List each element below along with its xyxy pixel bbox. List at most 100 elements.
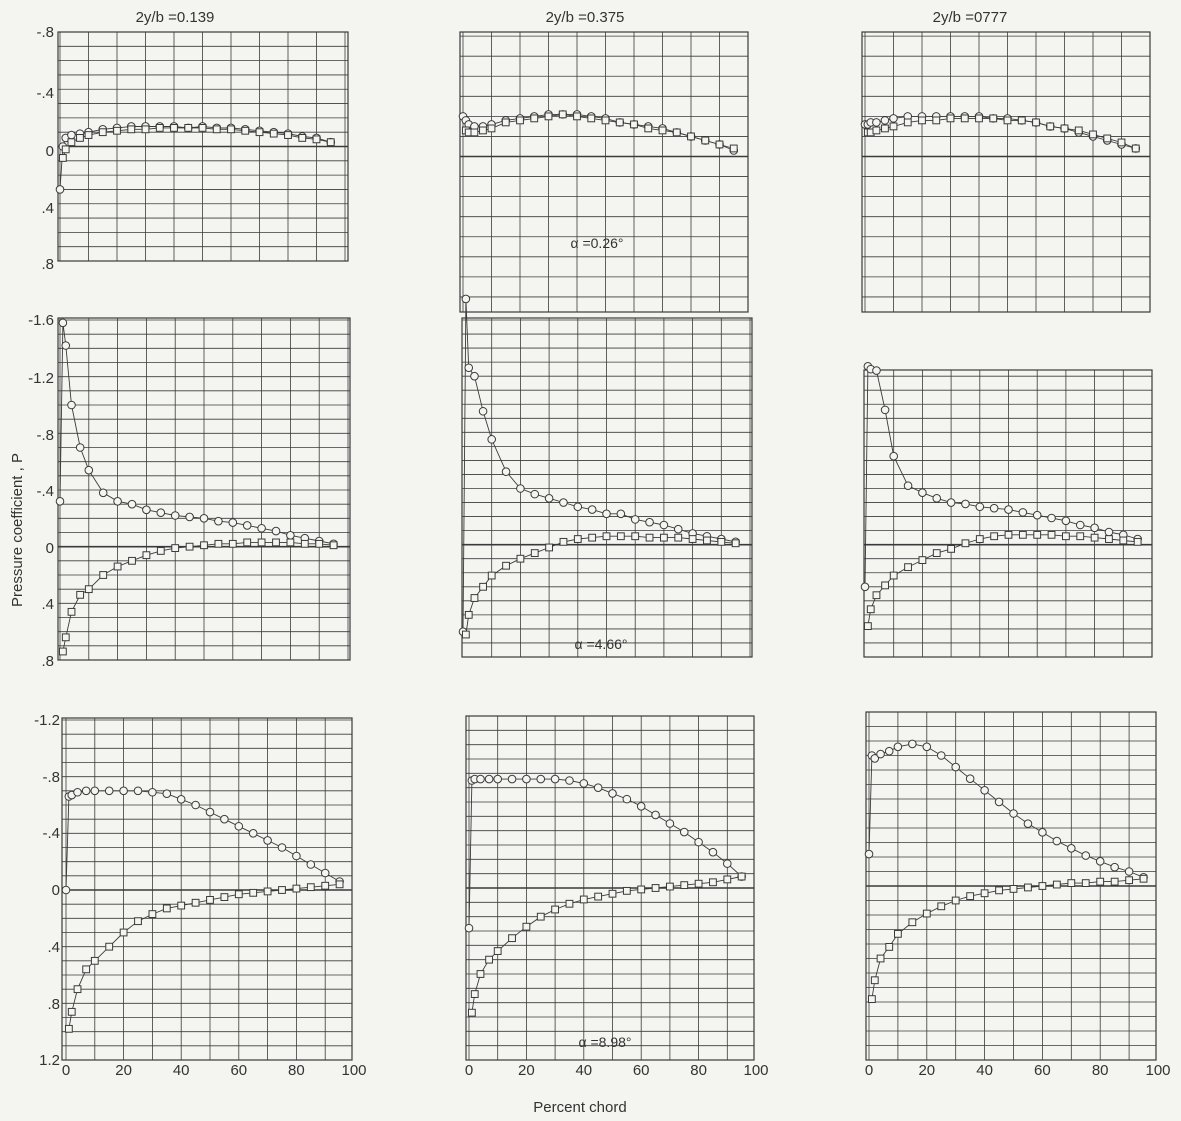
lower-surface-point — [479, 582, 487, 591]
lower-surface-point — [321, 881, 330, 890]
upper-surface-point — [665, 819, 675, 828]
lower-surface-point — [306, 883, 315, 892]
lower-surface-point — [701, 136, 710, 145]
lower-surface-point — [601, 116, 610, 125]
lower-surface-point — [867, 995, 876, 1004]
upper-surface-point — [1067, 844, 1076, 853]
upper-surface-point — [1023, 819, 1033, 828]
lower-surface-point — [674, 533, 683, 542]
upper-surface-point — [922, 742, 932, 752]
x-tick-label: 80 — [1092, 1062, 1109, 1079]
lower-surface-point — [470, 990, 479, 998]
x-tick-label: 20 — [518, 1062, 535, 1079]
lower-surface-point — [573, 535, 582, 543]
upper-surface-point — [918, 488, 927, 498]
lower-surface-point — [1089, 130, 1097, 139]
upper-surface-point — [67, 130, 76, 140]
upper-surface-point — [870, 754, 880, 763]
lower-surface-point — [241, 126, 250, 135]
lower-surface-point — [951, 896, 960, 905]
upper-surface-point — [493, 774, 503, 784]
lower-surface-point — [485, 955, 493, 964]
lower-surface-point — [128, 556, 136, 565]
lower-surface-point — [329, 541, 338, 550]
lower-surface-point — [326, 138, 335, 147]
upper-surface-point — [1124, 867, 1134, 876]
column-title: 2y/b =0777 — [933, 9, 1008, 26]
lower-surface-point — [615, 118, 624, 127]
alpha-label: α =4.66° — [574, 636, 627, 652]
upper-surface-point — [994, 797, 1004, 807]
upper-surface-point — [133, 786, 143, 796]
upper-surface-point — [257, 523, 266, 533]
y-tick-label: -.8 — [36, 427, 54, 444]
lower-surface-point — [315, 539, 324, 548]
lower-surface-point — [573, 112, 581, 121]
upper-surface-point — [1032, 510, 1042, 520]
lower-surface-point — [565, 899, 574, 908]
upper-surface-point — [980, 786, 989, 795]
lower-surface-point — [960, 114, 969, 123]
lower-surface-point — [99, 571, 108, 579]
lower-surface-point — [937, 902, 946, 911]
lower-surface-point — [516, 116, 524, 125]
lower-surface-point — [200, 541, 208, 550]
y-tick-label: -1.6 — [28, 312, 54, 329]
lower-surface-point — [487, 571, 496, 580]
upper-surface-point — [860, 582, 870, 592]
lower-surface-point — [119, 928, 128, 937]
upper-surface-point — [880, 116, 890, 125]
x-tick-label: 100 — [341, 1062, 366, 1079]
x-tick-label: 80 — [288, 1062, 305, 1079]
lower-surface-point — [551, 905, 560, 914]
lower-surface-point — [587, 114, 596, 123]
upper-surface-point — [903, 481, 913, 490]
panel-frame — [861, 31, 1151, 313]
lower-surface-point — [889, 122, 898, 131]
upper-surface-point — [1004, 505, 1013, 514]
upper-surface-point — [470, 371, 479, 381]
lower-surface-point — [1105, 535, 1113, 543]
lower-surface-point — [269, 129, 278, 138]
upper-surface-point — [1061, 516, 1071, 526]
x-axis-label: Percent chord — [533, 1099, 626, 1116]
upper-surface-point — [965, 774, 975, 784]
lower-surface-point — [1074, 126, 1083, 135]
lower-surface-point — [1047, 530, 1056, 539]
upper-surface-point — [593, 783, 603, 792]
x-tick-label: 100 — [1145, 1062, 1170, 1079]
lower-surface-point — [545, 543, 554, 552]
upper-surface-point — [608, 789, 617, 798]
upper-surface-point — [73, 787, 82, 797]
lower-surface-point — [637, 885, 646, 894]
upper-surface-point — [708, 847, 718, 857]
upper-surface-point — [61, 341, 71, 350]
upper-surface-point — [90, 786, 100, 796]
upper-surface-point — [55, 185, 65, 194]
lower-surface-point — [155, 123, 164, 132]
upper-surface-point — [616, 509, 626, 519]
lower-surface-point — [990, 532, 999, 541]
lower-surface-point — [644, 124, 653, 133]
lower-surface-point — [731, 539, 740, 548]
upper-surface-point — [461, 294, 471, 304]
upper-surface-curve — [468, 778, 742, 929]
lower-surface-point — [1090, 533, 1099, 542]
upper-surface-point — [961, 499, 970, 509]
upper-surface-point — [951, 762, 961, 772]
lower-surface-point — [214, 539, 223, 548]
lower-surface-point — [876, 954, 885, 963]
lower-surface-point — [666, 882, 674, 891]
lower-surface-point — [184, 123, 193, 132]
upper-surface-point — [889, 114, 898, 123]
upper-surface-point — [908, 739, 917, 749]
y-tick-label: -.4 — [36, 483, 54, 500]
lower-surface-point — [298, 134, 307, 142]
upper-surface-point — [176, 795, 186, 804]
lower-surface-point — [476, 970, 485, 978]
upper-surface-point — [98, 488, 108, 498]
upper-surface-point — [205, 807, 215, 817]
lower-surface-point — [461, 630, 470, 639]
lower-surface-point — [903, 118, 912, 127]
chart-panel-r2c2 — [458, 294, 753, 658]
